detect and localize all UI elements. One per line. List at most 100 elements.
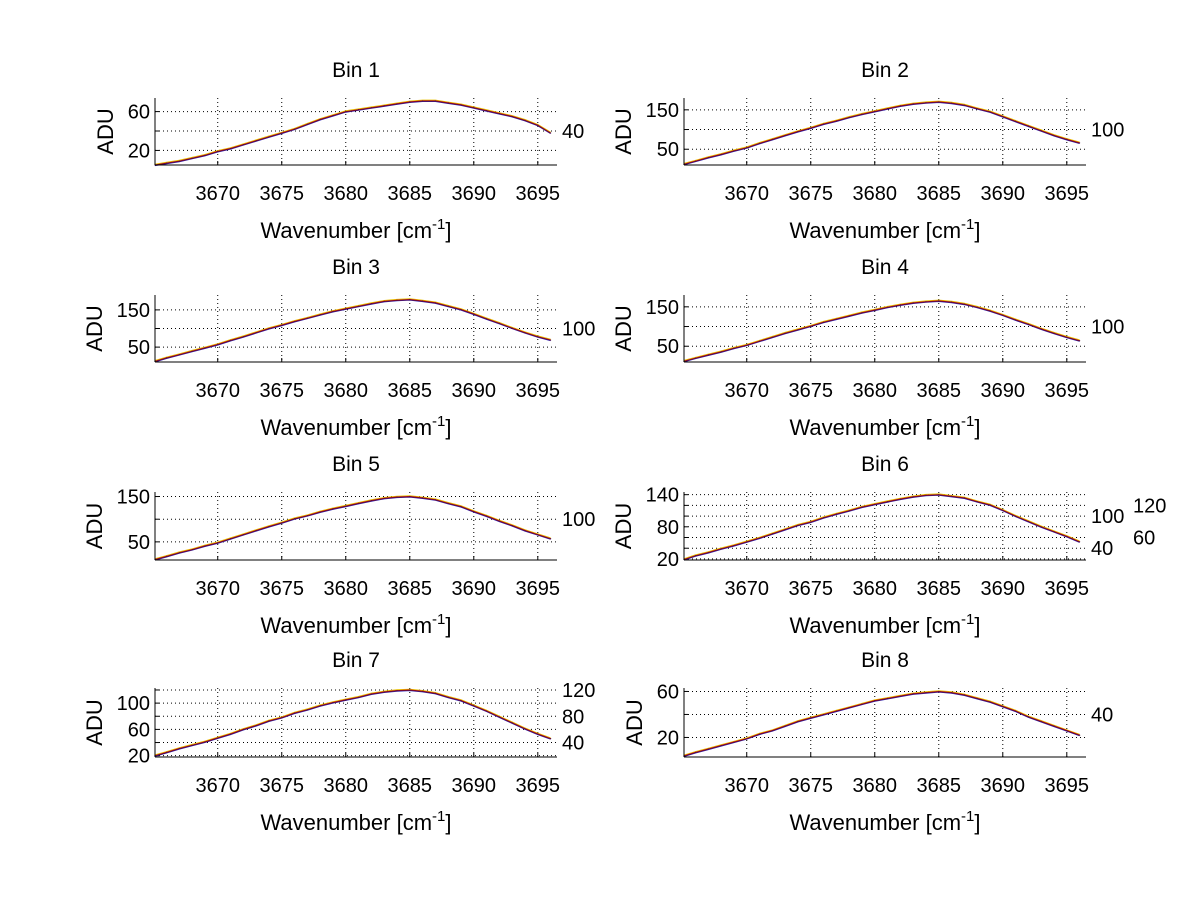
x-axis-label-text: Wavenumber [cm bbox=[260, 415, 432, 440]
x-axis-label: Wavenumber [cm-1] bbox=[789, 216, 980, 243]
data-point bbox=[746, 738, 748, 740]
data-point bbox=[784, 332, 786, 334]
y-tick-label: 150 bbox=[646, 297, 679, 319]
x-tick-label: 3675 bbox=[788, 183, 833, 205]
data-point bbox=[204, 545, 206, 547]
data-point bbox=[963, 497, 965, 499]
x-axis-label: Wavenumber [cm-1] bbox=[260, 413, 451, 440]
y-tick-label: 40 bbox=[562, 121, 584, 143]
x-tick-label: 3695 bbox=[1045, 380, 1090, 402]
data-point bbox=[1014, 120, 1017, 122]
data-point bbox=[396, 690, 398, 692]
y-tick-label: 40 bbox=[562, 733, 584, 755]
data-point bbox=[281, 132, 283, 134]
data-point bbox=[694, 160, 697, 162]
y-tick-label: 40 bbox=[1091, 538, 1113, 560]
data-point bbox=[784, 134, 786, 137]
data-point bbox=[191, 548, 193, 551]
series-line-blue bbox=[154, 299, 551, 363]
data-point bbox=[822, 713, 825, 716]
data-point bbox=[255, 140, 257, 142]
x-tick-label: 3680 bbox=[324, 578, 369, 600]
data-point bbox=[370, 693, 372, 695]
data-point bbox=[460, 505, 462, 508]
data-point bbox=[268, 327, 270, 330]
series-line-blue bbox=[683, 691, 1080, 757]
x-tick-label: 3690 bbox=[452, 183, 497, 205]
data-point bbox=[434, 499, 436, 501]
data-point bbox=[771, 138, 773, 140]
data-point bbox=[357, 109, 360, 111]
x-axis-label-superscript: -1 bbox=[961, 611, 974, 628]
data-point bbox=[1053, 725, 1055, 727]
data-point bbox=[1002, 314, 1004, 316]
x-tick-label: 3670 bbox=[724, 578, 769, 600]
data-point bbox=[485, 318, 488, 320]
data-point bbox=[835, 318, 837, 320]
data-point bbox=[447, 102, 449, 104]
data-point bbox=[925, 301, 927, 303]
data-point bbox=[242, 144, 244, 146]
data-point bbox=[784, 725, 786, 727]
data-point bbox=[758, 340, 761, 342]
x-axis-label: Wavenumber [cm-1] bbox=[789, 808, 980, 835]
data-point bbox=[1040, 130, 1042, 132]
data-point bbox=[485, 515, 488, 517]
data-point bbox=[524, 119, 526, 121]
series-line-blue bbox=[683, 300, 1080, 363]
data-point bbox=[537, 534, 539, 536]
data-point bbox=[1078, 734, 1081, 736]
data-point bbox=[925, 102, 927, 104]
data-point bbox=[485, 110, 488, 112]
data-point bbox=[293, 128, 296, 130]
x-tick-label: 3685 bbox=[388, 578, 433, 600]
x-tick-label: 3680 bbox=[853, 380, 898, 402]
x-tick-label: 3695 bbox=[1045, 578, 1090, 600]
data-point bbox=[293, 712, 296, 714]
data-point bbox=[370, 107, 372, 109]
x-axis-label-end: ] bbox=[974, 613, 980, 638]
data-point bbox=[242, 728, 244, 731]
data-point bbox=[383, 105, 385, 107]
y-tick-label: 50 bbox=[657, 139, 679, 161]
data-point bbox=[835, 513, 837, 515]
data-point bbox=[306, 514, 308, 517]
data-point bbox=[434, 692, 436, 694]
x-tick-label: 3680 bbox=[324, 380, 369, 402]
x-axis-label: Wavenumber [cm-1] bbox=[260, 611, 451, 638]
x-tick-label: 3670 bbox=[724, 380, 769, 402]
data-point bbox=[332, 508, 334, 510]
y-tick-label: 100 bbox=[1091, 506, 1124, 528]
x-tick-label: 3695 bbox=[516, 775, 561, 797]
data-point bbox=[835, 120, 837, 122]
data-point bbox=[485, 710, 488, 712]
data-point bbox=[178, 747, 180, 750]
x-tick-label: 3695 bbox=[516, 578, 561, 600]
data-point bbox=[899, 105, 901, 107]
data-point bbox=[396, 299, 398, 301]
data-point bbox=[899, 304, 901, 306]
data-point bbox=[810, 521, 812, 523]
data-point bbox=[537, 124, 539, 126]
series-line-red bbox=[154, 495, 551, 560]
x-tick-label: 3680 bbox=[853, 578, 898, 600]
data-point bbox=[319, 511, 321, 513]
data-point bbox=[383, 497, 385, 499]
subplot-bin-2: 3670 3675 3680 3685 3690 3695 50 100 150 Bin 2 Wav… bbox=[611, 59, 1124, 243]
data-point bbox=[758, 733, 761, 735]
data-point bbox=[204, 154, 206, 156]
data-point bbox=[899, 498, 901, 500]
data-point bbox=[524, 529, 526, 532]
data-point bbox=[229, 538, 232, 540]
x-axis-label-superscript: -1 bbox=[432, 216, 445, 233]
data-point bbox=[976, 697, 978, 699]
data-point bbox=[1014, 710, 1017, 712]
y-tick-label: 100 bbox=[1091, 120, 1124, 142]
data-point bbox=[229, 733, 232, 735]
series-line-yellow bbox=[683, 299, 1080, 361]
data-point bbox=[383, 691, 385, 693]
subplot-title: Bin 3 bbox=[332, 256, 380, 279]
y-axis-label: ADU bbox=[622, 699, 647, 745]
data-point bbox=[268, 136, 270, 138]
data-point bbox=[1002, 509, 1004, 511]
